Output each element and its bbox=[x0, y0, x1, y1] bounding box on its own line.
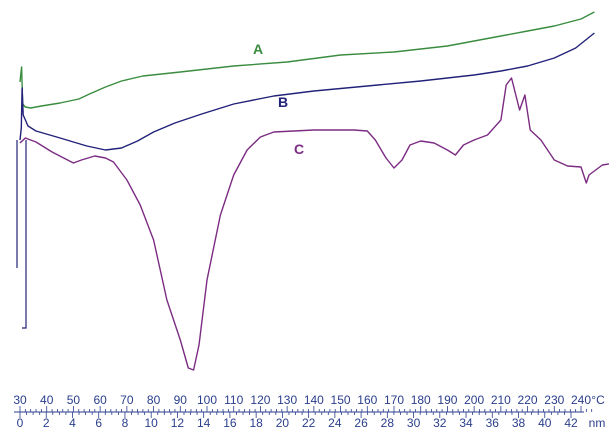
dual-x-axis: 30 40 50 60 70 80 90 100 110 120 130 140 150 160 170 18… bbox=[13, 393, 605, 430]
temperature-tick-label: 190 bbox=[437, 393, 457, 407]
temperature-tick-label: 100 bbox=[197, 393, 217, 407]
time-tick-label: 34 bbox=[459, 416, 473, 430]
temperature-tick-label: 200 bbox=[464, 393, 484, 407]
time-tick-label: 28 bbox=[381, 416, 395, 430]
time-unit-label: nm bbox=[589, 416, 606, 430]
temperature-tick-label: 70 bbox=[120, 393, 134, 407]
time-tick-label: 2 bbox=[43, 416, 50, 430]
time-tick-label: 26 bbox=[354, 416, 368, 430]
temperature-tick-label: 30 bbox=[13, 393, 27, 407]
time-tick-label: 24 bbox=[328, 416, 342, 430]
time-tick-label: 32 bbox=[433, 416, 447, 430]
series-label-b: B bbox=[278, 94, 288, 110]
temperature-tick-label: 120 bbox=[250, 393, 270, 407]
series-line-b bbox=[19, 32, 595, 151]
time-tick-label: 36 bbox=[486, 416, 500, 430]
time-tick-label: 6 bbox=[95, 416, 102, 430]
temperature-tick-label: 180 bbox=[411, 393, 431, 407]
time-tick-label: 0 bbox=[17, 416, 24, 430]
time-tick-label: 8 bbox=[122, 416, 129, 430]
temperature-tick-label: 240 bbox=[571, 393, 591, 407]
series-labels: A B C bbox=[253, 41, 304, 157]
temperature-tick-label: 50 bbox=[67, 393, 81, 407]
temperature-tick-label: 110 bbox=[224, 393, 243, 407]
temperature-tick-label: 80 bbox=[147, 393, 161, 407]
time-tick-label: 42 bbox=[564, 416, 578, 430]
temperature-tick-label: 40 bbox=[40, 393, 54, 407]
temperature-tick-label: 230 bbox=[544, 393, 564, 407]
time-tick-label: 12 bbox=[171, 416, 185, 430]
time-tick-label: 30 bbox=[407, 416, 421, 430]
temperature-unit-label: °C bbox=[591, 393, 605, 407]
time-tick-label: 40 bbox=[538, 416, 552, 430]
temperature-tick-label: 220 bbox=[518, 393, 538, 407]
time-tick-label: 14 bbox=[197, 416, 211, 430]
time-tick-label: 20 bbox=[276, 416, 290, 430]
startup-artifact-drop bbox=[22, 140, 27, 329]
temperature-tick-label: 150 bbox=[331, 393, 351, 407]
time-tick-label: 18 bbox=[249, 416, 263, 430]
temperature-tick-label: 130 bbox=[277, 393, 297, 407]
time-tick-label: 22 bbox=[302, 416, 316, 430]
time-tick-label: 4 bbox=[69, 416, 76, 430]
series-line-a bbox=[19, 11, 595, 109]
temperature-tick-label: 160 bbox=[357, 393, 377, 407]
series-label-a: A bbox=[253, 41, 263, 57]
temperature-tick-label: 210 bbox=[491, 393, 511, 407]
series-label-c: C bbox=[294, 141, 304, 157]
plot-area bbox=[16, 11, 609, 371]
time-tick-label: 10 bbox=[145, 416, 159, 430]
series-line-c bbox=[19, 77, 609, 371]
temperature-tick-label: 140 bbox=[304, 393, 324, 407]
time-tick-label: 16 bbox=[223, 416, 237, 430]
temperature-tick-label: 90 bbox=[174, 393, 188, 407]
temperature-tick-label: 60 bbox=[93, 393, 107, 407]
temperature-tick-label: 170 bbox=[384, 393, 404, 407]
time-tick-label: 38 bbox=[512, 416, 526, 430]
